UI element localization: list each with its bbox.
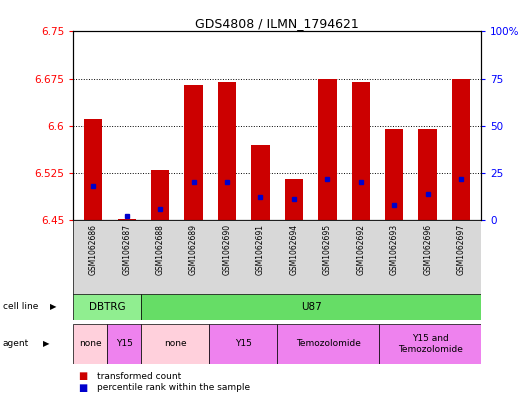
Text: Temozolomide: Temozolomide <box>295 340 361 348</box>
Text: GSM1062689: GSM1062689 <box>189 224 198 275</box>
Bar <box>385 129 403 220</box>
Text: ■: ■ <box>78 383 88 393</box>
Bar <box>151 170 169 220</box>
Text: GSM1062696: GSM1062696 <box>423 224 432 275</box>
FancyBboxPatch shape <box>73 220 481 295</box>
Text: Y15: Y15 <box>116 340 133 348</box>
Title: GDS4808 / ILMN_1794621: GDS4808 / ILMN_1794621 <box>195 17 359 30</box>
FancyBboxPatch shape <box>141 294 481 320</box>
Text: none: none <box>79 340 101 348</box>
Bar <box>218 82 236 220</box>
FancyBboxPatch shape <box>379 324 481 364</box>
Text: ▶: ▶ <box>50 303 56 311</box>
Bar <box>118 219 136 220</box>
FancyBboxPatch shape <box>107 324 141 364</box>
Text: ■: ■ <box>78 371 88 381</box>
Text: Y15 and
Temozolomide: Y15 and Temozolomide <box>397 334 463 354</box>
Text: GSM1062690: GSM1062690 <box>222 224 232 275</box>
Bar <box>251 145 270 220</box>
Text: GSM1062687: GSM1062687 <box>122 224 131 275</box>
Text: ▶: ▶ <box>43 340 49 348</box>
Text: Y15: Y15 <box>235 340 252 348</box>
Text: GSM1062686: GSM1062686 <box>89 224 98 275</box>
FancyBboxPatch shape <box>73 324 107 364</box>
FancyBboxPatch shape <box>277 324 379 364</box>
Text: DBTRG: DBTRG <box>89 302 126 312</box>
FancyBboxPatch shape <box>141 324 209 364</box>
Text: percentile rank within the sample: percentile rank within the sample <box>97 384 250 392</box>
Bar <box>351 82 370 220</box>
Text: transformed count: transformed count <box>97 372 181 380</box>
FancyBboxPatch shape <box>73 294 141 320</box>
Bar <box>418 129 437 220</box>
Text: GSM1062694: GSM1062694 <box>289 224 299 275</box>
Text: GSM1062691: GSM1062691 <box>256 224 265 275</box>
Bar <box>84 119 103 220</box>
FancyBboxPatch shape <box>209 324 277 364</box>
Text: U87: U87 <box>301 302 322 312</box>
Text: none: none <box>164 340 187 348</box>
Bar <box>318 79 336 220</box>
Text: GSM1062697: GSM1062697 <box>457 224 465 275</box>
Text: cell line: cell line <box>3 303 38 311</box>
Text: GSM1062695: GSM1062695 <box>323 224 332 275</box>
Text: GSM1062692: GSM1062692 <box>356 224 365 275</box>
Bar <box>285 179 303 220</box>
Bar <box>452 79 470 220</box>
Text: GSM1062693: GSM1062693 <box>390 224 399 275</box>
Text: agent: agent <box>3 340 29 348</box>
Bar <box>185 85 203 220</box>
Text: GSM1062688: GSM1062688 <box>156 224 165 275</box>
